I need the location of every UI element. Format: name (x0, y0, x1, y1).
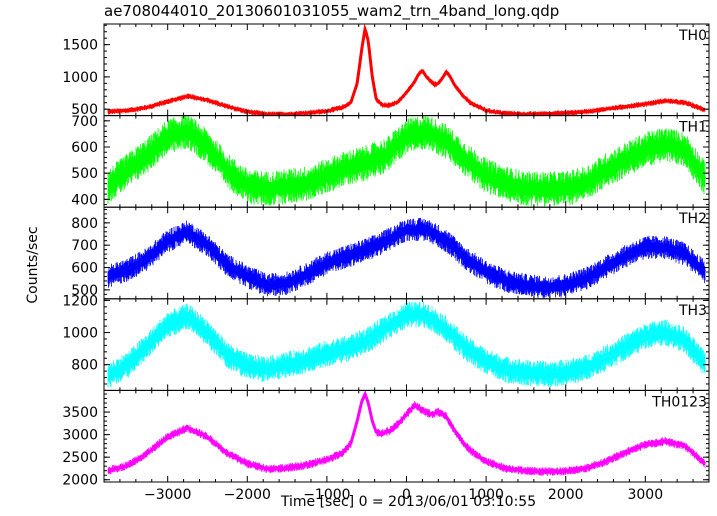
y-tick-label: 600 (71, 140, 98, 156)
x-tick-label: −1000 (303, 487, 350, 503)
y-tick-label: 2500 (62, 450, 98, 466)
y-tick-label: 2000 (62, 473, 98, 489)
chart-title: ae708044010_20130601031055_wam2_trn_4ban… (104, 2, 560, 20)
panel-th0: 500 1000 1500 TH0 (62, 23, 710, 118)
x-tick-label: 3000 (627, 487, 663, 503)
panel-th0123: 2000 2500 3000 3500 TH0123 (62, 389, 710, 489)
y-tick-label: 3000 (62, 428, 98, 444)
x-tick-label: −2000 (224, 487, 271, 503)
x-tick-label: −3000 (144, 487, 191, 503)
series-core-th0 (108, 23, 706, 116)
x-tick-label: 0 (402, 487, 411, 503)
x-axis-label: Time [sec] 0 = 2013/06/01 03:10:55 (280, 494, 537, 510)
panel-label: TH0123 (651, 394, 707, 410)
y-tick-label: 800 (71, 358, 98, 374)
series-core-th1 (107, 129, 707, 191)
y-axis-label: Counts/sec (25, 226, 41, 304)
panel-frame (103, 389, 710, 483)
y-tick-label: 600 (71, 261, 98, 277)
y-tick-label: 1500 (62, 38, 98, 54)
panel-label: TH0 (678, 28, 707, 44)
y-tick-label: 1000 (62, 326, 98, 342)
panel-frame (103, 23, 710, 117)
series-core-th2 (107, 228, 707, 290)
y-tick-label: 3500 (62, 405, 98, 421)
y-tick-label: 700 (71, 238, 98, 254)
x-tick-label: 1000 (468, 487, 504, 503)
panel-th1: 400 500 600 700 TH1 (71, 114, 710, 208)
y-tick-label: 400 (71, 192, 98, 208)
y-tick-label: 500 (71, 283, 98, 299)
panel-label: TH3 (678, 303, 707, 319)
x-tick-label: 2000 (548, 487, 584, 503)
y-tick-label: 700 (71, 114, 98, 130)
panel-label: TH2 (678, 211, 707, 227)
series-th1 (107, 115, 706, 207)
y-tick-label: 1000 (62, 70, 98, 86)
y-tick-label: 500 (71, 166, 98, 182)
panel-th3: 800 1000 1200 TH3 (62, 293, 710, 391)
series-core-th3 (107, 313, 707, 378)
panel-label: TH1 (678, 120, 707, 136)
panels-layer: 500 1000 1500 TH0 400 500 600 700 TH1 500 600 700 80… (62, 23, 710, 503)
series-th0 (107, 27, 706, 116)
series-core-th0123 (107, 390, 707, 474)
panel-th2: 500 600 700 800 TH2 (71, 206, 710, 300)
y-tick-label: 500 (71, 102, 98, 118)
y-tick-label: 800 (71, 216, 98, 232)
y-tick-label: 1200 (62, 293, 98, 309)
